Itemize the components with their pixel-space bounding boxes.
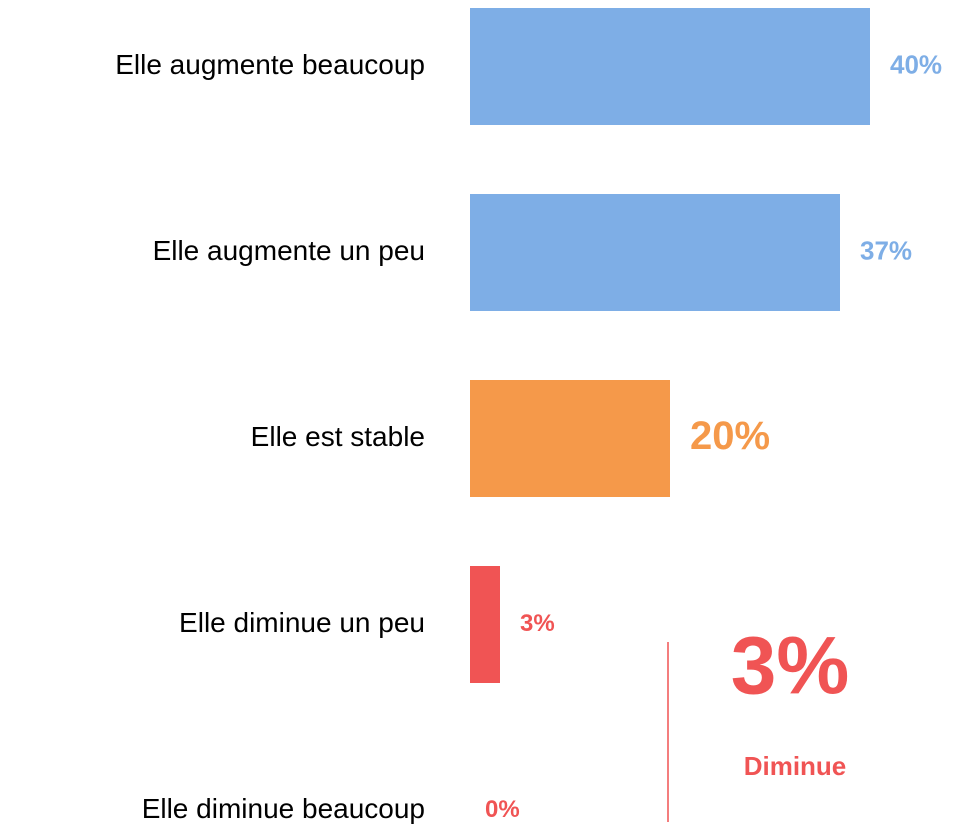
bar [470, 194, 840, 311]
category-label: Elle diminue un peu [179, 607, 425, 638]
bar [470, 8, 870, 125]
value-label: 0% [485, 796, 520, 823]
category-label: Elle augmente un peu [153, 235, 425, 266]
summary-label: Diminue [744, 751, 847, 781]
category-label: Elle augmente beaucoup [115, 49, 425, 80]
category-label: Elle est stable [251, 421, 425, 452]
value-label: 20% [690, 414, 770, 458]
summary-value: 3% [731, 621, 850, 712]
category-label: Elle diminue beaucoup [142, 793, 425, 824]
value-label: 37% [860, 235, 912, 265]
value-label: 3% [520, 610, 555, 637]
bar [470, 566, 500, 683]
value-label: 40% [890, 49, 942, 79]
bar [470, 380, 670, 497]
